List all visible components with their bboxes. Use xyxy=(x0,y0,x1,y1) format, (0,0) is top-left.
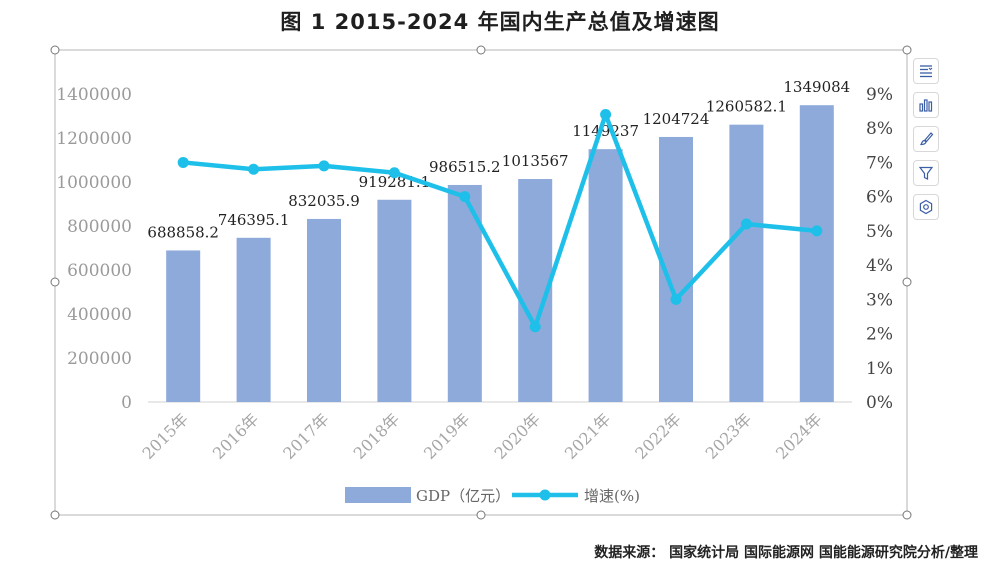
right-axis-tick-label: 7% xyxy=(866,153,893,173)
growth-point xyxy=(811,225,823,237)
resize-handle xyxy=(476,510,486,520)
growth-point xyxy=(318,160,330,172)
right-axis-tick-label: 1% xyxy=(866,359,893,379)
x-axis-tick-label: 2021年 xyxy=(561,409,615,463)
bar-data-label: 1204724 xyxy=(643,110,710,128)
x-axis-tick-label: 2020年 xyxy=(490,409,544,463)
bar xyxy=(729,124,764,402)
left-axis: 0 200000 400000 600000 800000 1000000 1200000 1… xyxy=(56,85,132,413)
x-axis-tick-label: 2018年 xyxy=(350,409,404,463)
resize-handle xyxy=(476,45,486,55)
chart-elements-button[interactable] xyxy=(913,58,939,84)
chart-type-button[interactable] xyxy=(913,92,939,118)
bar xyxy=(166,250,201,402)
bar-data-label: 1149237 xyxy=(572,122,639,140)
growth-point xyxy=(459,191,471,203)
x-axis-tick-label: 2022年 xyxy=(631,409,685,463)
growth-line xyxy=(182,112,818,329)
bar-data-labels: 688858.2746395.1832035.9919281.1986515.2… xyxy=(147,78,850,241)
chart-type-icon xyxy=(919,99,933,112)
bar-data-label: 746395.1 xyxy=(218,211,290,229)
left-axis-tick-label: 1200000 xyxy=(56,129,132,149)
right-axis-tick-label: 8% xyxy=(866,119,893,139)
right-axis-tick-label: 6% xyxy=(866,188,893,208)
bar-data-label: 986515.2 xyxy=(429,158,501,176)
chart-filter-button[interactable] xyxy=(913,160,939,186)
legend-label-growth: 增速(%) xyxy=(584,487,640,505)
x-axis-tick-label: 2019年 xyxy=(420,409,474,463)
bar xyxy=(588,149,623,402)
legend-swatch-growth-marker xyxy=(539,489,551,501)
resize-handle xyxy=(50,510,60,520)
chart-elements-icon xyxy=(920,65,933,78)
right-axis: 0% 1% 2% 3% 4% 5% 6% 7% 8% 9% xyxy=(866,85,893,413)
left-axis-tick-label: 800000 xyxy=(67,217,132,237)
left-axis-tick-label: 0 xyxy=(121,393,132,413)
resize-handle xyxy=(902,277,912,287)
left-axis-tick-label: 400000 xyxy=(67,305,132,325)
right-axis-tick-label: 0% xyxy=(866,393,893,413)
growth-point xyxy=(529,321,541,333)
x-axis: 2015年 2016年 2017年 2018年 2019年 2020年 2021年 2022年… xyxy=(138,401,852,463)
right-axis-tick-label: 5% xyxy=(866,222,893,242)
legend[interactable]: GDP（亿元） 增速(%) xyxy=(345,487,640,505)
growth-point xyxy=(248,163,260,175)
source-note: 数据来源： 国家统计局 国际能源网 国能能源研究院分析/整理 xyxy=(594,545,978,561)
chart-style-icon xyxy=(920,132,934,146)
x-axis-tick-label: 2015年 xyxy=(138,409,192,463)
right-axis-tick-label: 4% xyxy=(866,256,893,276)
chart-toolbar xyxy=(913,58,941,228)
bar-data-label: 832035.9 xyxy=(288,192,360,210)
left-axis-tick-label: 1000000 xyxy=(56,173,132,193)
legend-label-gdp: GDP（亿元） xyxy=(416,487,510,505)
legend-swatch-gdp xyxy=(345,487,411,503)
x-axis-tick-label: 2017年 xyxy=(279,409,333,463)
right-axis-tick-label: 3% xyxy=(866,290,893,310)
left-axis-tick-label: 600000 xyxy=(67,261,132,281)
growth-point xyxy=(177,156,189,168)
bar-data-label: 688858.2 xyxy=(147,223,219,241)
chart-filter-icon xyxy=(918,166,934,180)
right-axis-tick-label: 2% xyxy=(866,325,893,345)
bar-data-label: 1013567 xyxy=(502,152,569,170)
x-axis-tick-label: 2023年 xyxy=(702,409,756,463)
growth-point xyxy=(670,293,682,305)
bar xyxy=(236,237,271,402)
bar xyxy=(307,218,341,402)
chart-settings-icon xyxy=(919,199,933,215)
right-axis-tick-label: 9% xyxy=(866,85,893,105)
bar-data-label: 1260582.1 xyxy=(706,98,787,116)
resize-handle xyxy=(50,45,60,55)
bar-series xyxy=(166,105,834,402)
growth-point xyxy=(740,218,752,230)
chart-style-button[interactable] xyxy=(913,126,939,152)
chart-frame[interactable] xyxy=(50,45,912,520)
x-axis-tick-label: 2024年 xyxy=(772,409,826,463)
left-axis-tick-label: 200000 xyxy=(67,349,132,369)
bar xyxy=(377,199,412,402)
resize-handle xyxy=(902,45,912,55)
bar xyxy=(799,105,834,402)
chart-settings-button[interactable] xyxy=(913,194,939,220)
chart-title: 图 1 2015-2024 年国内生产总值及增速图 xyxy=(280,10,720,34)
left-axis-tick-label: 1400000 xyxy=(56,85,132,105)
growth-point xyxy=(388,167,400,179)
line-series xyxy=(177,109,823,333)
bar-data-label: 1349084 xyxy=(783,78,850,96)
resize-handle xyxy=(902,510,912,520)
resize-handle xyxy=(50,277,60,287)
x-axis-tick-label: 2016年 xyxy=(209,409,263,463)
growth-point xyxy=(600,109,612,121)
